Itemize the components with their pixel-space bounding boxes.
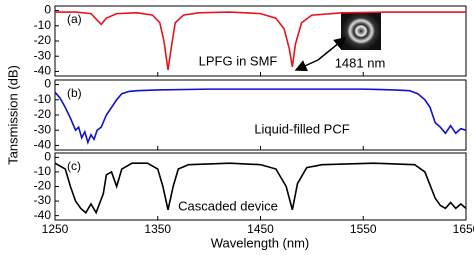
- y-tick-label: -20: [34, 33, 52, 47]
- annotation: Cascaded device: [178, 198, 278, 213]
- y-tick-label: -40: [34, 64, 52, 78]
- y-tick-label: 0: [44, 150, 51, 164]
- y-tick-label: -10: [34, 18, 52, 32]
- annotation: LPFG in SMF: [199, 53, 278, 68]
- y-tick-label: -30: [34, 122, 52, 136]
- x-axis-label: Wavelength (nm): [211, 235, 310, 250]
- y-tick-label: -30: [34, 193, 52, 207]
- panel-label: (c): [67, 159, 81, 173]
- y-tick-label: 0: [44, 77, 51, 91]
- x-tick-label: 1350: [144, 222, 171, 236]
- y-tick-label: -20: [34, 107, 52, 121]
- inset-image: [341, 12, 381, 50]
- y-tick-label: -10: [34, 92, 52, 106]
- chart: 0-10-20-30-40(a)LPFG in SMF1481 nm0-10-2…: [0, 0, 474, 255]
- y-tick-label: -20: [34, 179, 52, 193]
- y-tick-label: -30: [34, 48, 52, 62]
- y-tick-label: -40: [34, 208, 52, 222]
- arrow: [296, 60, 318, 70]
- y-tick-label: 0: [44, 3, 51, 17]
- panel-label: (a): [67, 12, 82, 26]
- panel-label: (b): [67, 86, 82, 100]
- annotation: Liquid-filled PCF: [254, 121, 349, 136]
- x-tick-label: 1450: [247, 222, 274, 236]
- y-tick-label: -10: [34, 164, 52, 178]
- x-tick-label: 1550: [350, 222, 377, 236]
- x-tick-label: 1650: [453, 222, 474, 236]
- y-axis-label: Tansmission (dB): [5, 65, 20, 165]
- x-tick-label: 1250: [42, 222, 69, 236]
- annotation: 1481 nm: [335, 55, 386, 70]
